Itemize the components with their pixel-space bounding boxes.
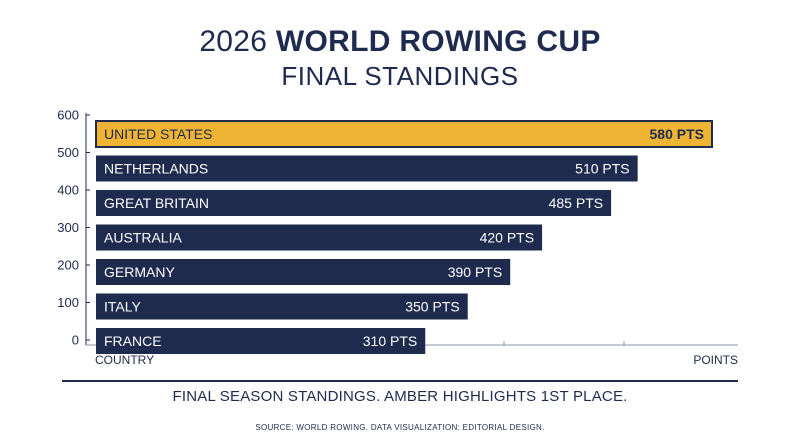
divider-rule <box>62 380 738 382</box>
bar-value-label: 390 PTS <box>448 264 502 280</box>
chart-source: SOURCE: WORLD ROWING. DATA VISUALIZATION… <box>255 423 545 432</box>
chart-subtitle: FINAL STANDINGS <box>281 61 519 91</box>
bar-category-label: FRANCE <box>104 333 162 349</box>
bar <box>96 190 612 216</box>
axis-tick-label: 300 <box>57 220 79 235</box>
bar <box>96 155 638 182</box>
axis-tick-label: 0 <box>72 333 79 348</box>
bar-highlight <box>95 120 713 148</box>
bar <box>96 224 543 251</box>
bar-category-label: UNITED STATES <box>104 126 212 142</box>
axis-tick-label: 500 <box>57 145 79 160</box>
bar-value-label: 420 PTS <box>480 230 534 246</box>
bar <box>96 293 468 320</box>
bar-category-label: GREAT BRITAIN <box>104 195 209 211</box>
bar-value-label: 580 PTS <box>650 126 704 142</box>
bar <box>96 328 426 354</box>
bar-value-label: 310 PTS <box>363 333 417 349</box>
axis-tick-label: 600 <box>57 108 79 123</box>
bar-category-label: ITALY <box>104 299 141 315</box>
chart-title: 2026 WORLD ROWING CUP <box>0 24 800 60</box>
chart-title-name: WORLD ROWING CUP <box>275 25 601 58</box>
bar-category-label: GERMANY <box>104 264 175 280</box>
bar <box>96 259 511 285</box>
chart-title-year: 2026 <box>199 25 268 58</box>
bar-value-label: 350 PTS <box>405 299 459 315</box>
axis-tick-label: 400 <box>57 183 79 198</box>
axis-tick-label: 100 <box>57 295 79 310</box>
x-axis-title: POINTS <box>693 353 738 367</box>
y-axis-title: COUNTRY <box>95 353 154 367</box>
bar-value-label: 510 PTS <box>575 161 629 177</box>
bar-value-label: 485 PTS <box>549 195 603 211</box>
bar-category-label: NETHERLANDS <box>104 161 208 177</box>
chart-caption: FINAL SEASON STANDINGS. AMBER HIGHLIGHTS… <box>172 388 628 405</box>
bar-category-label: AUSTRALIA <box>104 230 182 246</box>
axis-tick-label: 200 <box>57 258 79 273</box>
